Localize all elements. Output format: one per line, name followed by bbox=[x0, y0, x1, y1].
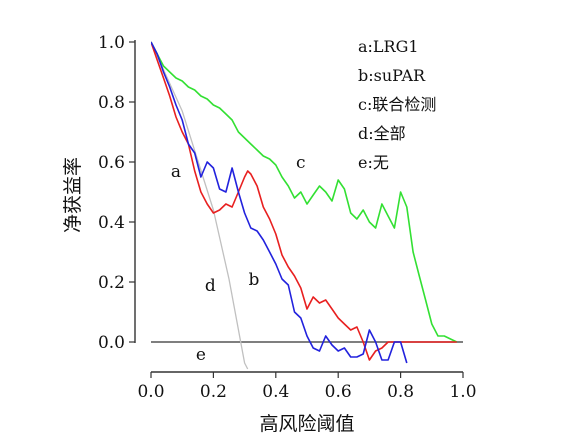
series-layer bbox=[151, 41, 463, 370]
x-tick-label: 0.0 bbox=[137, 382, 164, 402]
y-tick-label: 0.6 bbox=[98, 153, 125, 173]
curve-labels: a b c d e bbox=[171, 153, 306, 365]
y-axis-title: 净获益率 bbox=[62, 157, 84, 233]
legend-entry: b:suPAR bbox=[358, 66, 426, 85]
series-line-c bbox=[151, 41, 458, 343]
series-line-a bbox=[151, 41, 457, 361]
curve-label-a: a bbox=[171, 162, 181, 182]
y-tick-label: 0.0 bbox=[98, 333, 125, 353]
legend-entry: d:全部 bbox=[358, 124, 406, 143]
axes bbox=[134, 40, 463, 373]
series-line-b bbox=[151, 41, 408, 364]
curve-label-c: c bbox=[296, 153, 306, 173]
y-tick-label: 0.8 bbox=[98, 93, 125, 113]
curve-label-d: d bbox=[205, 276, 216, 296]
y-tick-label: 1.0 bbox=[98, 33, 125, 53]
legend-entry: a:LRG1 bbox=[358, 37, 419, 56]
x-tick-label: 0.8 bbox=[387, 382, 414, 402]
curve-label-e: e bbox=[196, 345, 206, 365]
y-ticks: 0.0 0.2 0.4 0.6 0.8 1.0 bbox=[98, 33, 135, 353]
x-tick-label: 0.2 bbox=[200, 382, 227, 402]
series-line-d bbox=[151, 41, 249, 370]
x-tick-label: 0.6 bbox=[325, 382, 352, 402]
curve-label-b: b bbox=[249, 270, 260, 290]
legend-entry: e:无 bbox=[358, 153, 389, 172]
x-ticks: 0.0 0.2 0.4 0.6 0.8 1.0 bbox=[137, 372, 477, 402]
x-axis-title: 高风险阈值 bbox=[259, 413, 354, 435]
x-tick-label: 0.4 bbox=[262, 382, 289, 402]
legend-entry: c:联合检测 bbox=[358, 95, 436, 114]
y-tick-label: 0.4 bbox=[98, 213, 125, 233]
legend: a:LRG1 b:suPAR c:联合检测 d:全部 e:无 bbox=[358, 37, 436, 172]
y-tick-label: 0.2 bbox=[98, 273, 125, 293]
x-tick-label: 1.0 bbox=[449, 382, 476, 402]
